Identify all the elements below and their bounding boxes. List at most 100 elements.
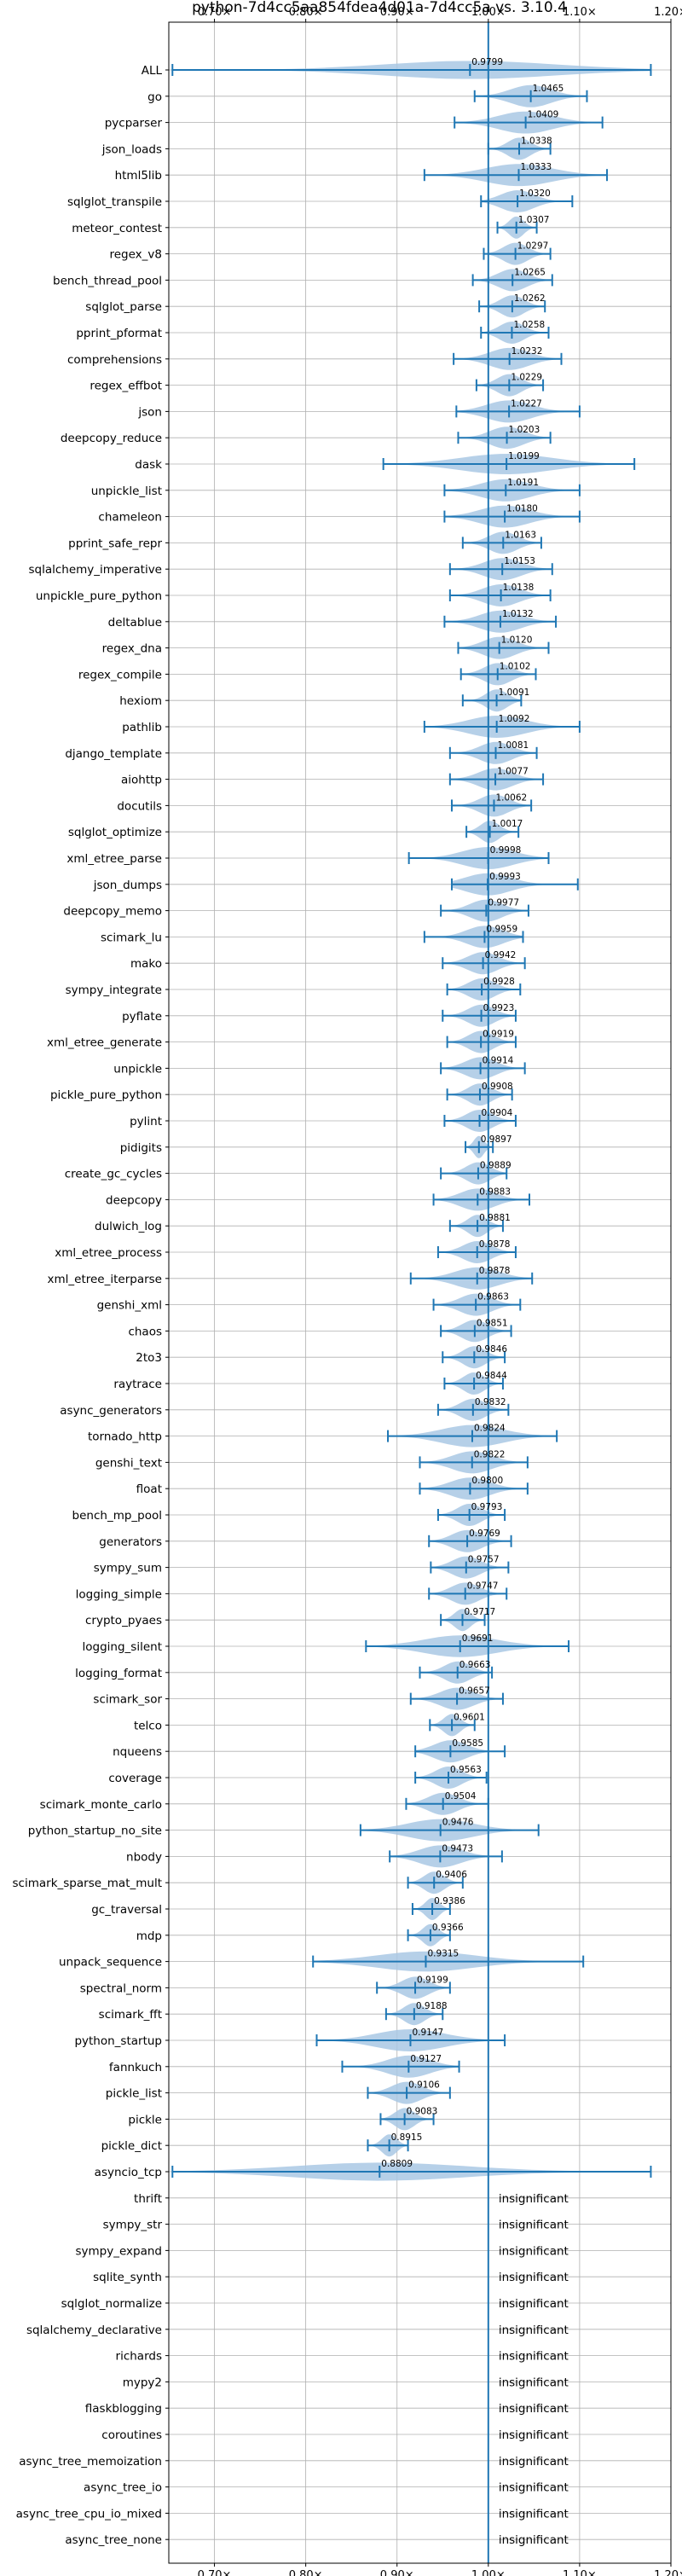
category-label: create_gc_cycles (65, 1168, 162, 1181)
category-label: docutils (117, 799, 162, 813)
category-label: tornado_http (88, 1430, 162, 1444)
category-label: deepcopy_memo (63, 905, 162, 919)
insignificant-label: insignificant (499, 2219, 569, 2232)
value-label: 0.9473 (442, 1843, 473, 1854)
value-label: 0.9889 (480, 1161, 512, 1171)
value-label: 0.9919 (483, 1030, 514, 1040)
value-label: 0.9717 (465, 1607, 496, 1617)
value-label: 1.0265 (514, 267, 546, 277)
category-label: bench_mp_pool (72, 1509, 162, 1523)
category-label: pidigits (120, 1141, 162, 1155)
category-label: nqueens (113, 1745, 162, 1759)
value-label: 0.9883 (479, 1186, 511, 1197)
category-label: logging_format (75, 1667, 162, 1680)
label-layer: 0.70× 0.70× 0.80× 0.80× 0.90× 0.90× 1.00× 1.00×… (13, 6, 682, 2576)
value-label: 1.0092 (499, 714, 530, 724)
value-label: 1.0229 (511, 373, 542, 383)
category-label: async_tree_none (65, 2533, 162, 2547)
category-label: sqlite_synth (93, 2271, 162, 2284)
category-label: pprint_safe_repr (68, 537, 162, 550)
value-label: 0.9824 (474, 1424, 506, 1434)
value-label: 1.0307 (518, 215, 550, 225)
category-label: json_dumps (93, 879, 162, 892)
category-label: python_startup_no_site (28, 1825, 162, 1838)
category-label: dask (135, 458, 162, 472)
category-label: sympy_str (103, 2219, 163, 2232)
x-tick-label-bottom: 1.00× (471, 2569, 506, 2576)
category-label: scimark_fft (99, 2008, 162, 2022)
category-label: sympy_integrate (66, 983, 162, 997)
value-label: 0.9908 (482, 1082, 513, 1092)
value-label: 0.9942 (485, 950, 517, 960)
category-label: thrift (134, 2192, 162, 2206)
category-label: logging_simple (76, 1587, 162, 1601)
category-label: python_startup (74, 2034, 162, 2048)
value-label: 1.0017 (492, 819, 523, 829)
category-label: aiohttp (121, 774, 162, 787)
category-label: hexiom (119, 694, 162, 708)
value-label: 1.0132 (502, 609, 534, 619)
insignificant-label: insignificant (499, 2192, 569, 2206)
value-label: 1.0163 (505, 530, 536, 540)
category-label: scimark_lu (101, 931, 162, 944)
value-label: 0.9799 (471, 57, 503, 67)
x-tick-label-bottom: 0.90× (380, 2569, 414, 2576)
category-label: async_tree_cpu_io_mixed (16, 2507, 162, 2521)
category-label: async_generators (60, 1404, 162, 1418)
value-label: 0.9406 (436, 1870, 467, 1880)
category-label: scimark_sor (93, 1693, 162, 1707)
value-label: 1.0409 (528, 110, 559, 120)
category-label: flaskblogging (85, 2402, 162, 2416)
value-label: 1.0180 (506, 504, 538, 514)
x-tick-label-bottom: 1.20× (654, 2569, 682, 2576)
value-label: 1.0062 (495, 792, 527, 803)
x-tick-label-bottom: 0.80× (289, 2569, 323, 2576)
category-label: async_tree_memoization (19, 2455, 162, 2469)
value-label: 0.9928 (483, 977, 515, 987)
plot-frame (168, 21, 672, 2564)
value-label: 1.0227 (511, 398, 542, 409)
value-label: 0.9793 (471, 1502, 503, 1512)
category-label: json_loads (101, 142, 162, 156)
category-label: regex_v8 (109, 248, 162, 262)
value-label: 0.9476 (442, 1818, 474, 1828)
category-label: asyncio_tcp (95, 2166, 162, 2179)
value-label: 0.9147 (412, 2028, 443, 2038)
category-label: pprint_pformat (76, 327, 162, 340)
category-label: regex_dna (102, 642, 162, 656)
category-label: pycparser (105, 117, 163, 131)
value-label: 1.0465 (533, 84, 564, 94)
value-label: 1.0091 (499, 688, 530, 698)
category-label: sqlglot_transpile (67, 195, 162, 209)
category-label: sympy_expand (75, 2244, 162, 2258)
insignificant-label: insignificant (499, 2376, 569, 2389)
value-label: 0.9959 (486, 924, 517, 934)
value-label: 0.9904 (482, 1108, 513, 1118)
insignificant-label: insignificant (499, 2271, 569, 2284)
value-label: 0.9822 (474, 1449, 506, 1459)
value-label: 0.9747 (467, 1581, 499, 1591)
value-label: 1.0338 (521, 136, 552, 146)
insignificant-label: insignificant (499, 2481, 569, 2495)
category-label: django_template (65, 747, 162, 761)
value-label: 0.9878 (479, 1266, 511, 1276)
value-label: 1.0120 (501, 635, 533, 646)
category-label: float (136, 1482, 162, 1496)
value-label: 0.9844 (476, 1371, 507, 1381)
value-label: 0.9800 (471, 1476, 503, 1486)
category-label: pickle_dict (101, 2139, 162, 2153)
value-label: 1.0297 (517, 241, 549, 252)
category-label: sqlalchemy_declarative (26, 2324, 162, 2337)
category-label: dulwich_log (95, 1220, 162, 1233)
value-label: 0.9601 (454, 1712, 485, 1722)
x-tick-label-top: 0.70× (198, 6, 232, 19)
category-label: pickle_list (106, 2087, 162, 2101)
x-tick-label-top: 1.10× (563, 6, 597, 19)
category-label: sqlglot_normalize (61, 2297, 162, 2311)
insignificant-label: insignificant (499, 2244, 569, 2258)
category-label: nbody (126, 1850, 162, 1864)
category-label: unpickle (113, 1062, 162, 1076)
value-label: 0.9585 (452, 1738, 483, 1749)
